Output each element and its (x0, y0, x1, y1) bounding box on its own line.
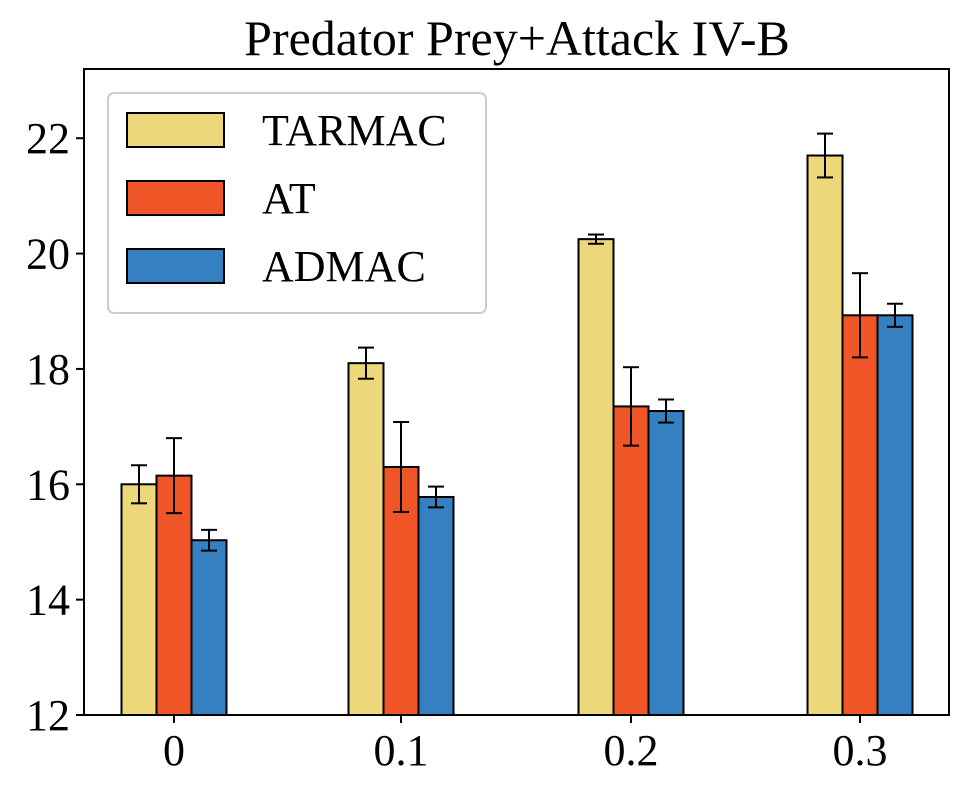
legend-swatch (126, 248, 225, 284)
x-tick-label: 0.1 (374, 726, 429, 775)
error-bar-admac-0 (201, 528, 217, 552)
y-tick-label: 14 (26, 576, 70, 625)
bar-tarmac-0 (120, 483, 158, 716)
x-tick-label: 0.3 (833, 726, 888, 775)
error-bar-admac-0.3 (887, 302, 903, 328)
x-tick-label: 0 (163, 726, 185, 775)
legend-label: TARMAC (262, 106, 447, 155)
legend-entry-tarmac: TARMAC (126, 106, 447, 155)
error-bar-at-0.2 (623, 366, 639, 447)
y-axis: 12 14 16 18 20 22 (26, 114, 84, 740)
error-bar-tarmac-0 (131, 464, 147, 505)
legend-label: ADMAC (262, 242, 426, 291)
error-bar-tarmac-0.2 (588, 233, 604, 245)
x-tick-label: 0.2 (604, 726, 659, 775)
bar-tarmac-0.3 (806, 154, 844, 716)
y-tick-label: 18 (26, 345, 70, 394)
error-bar-at-0.1 (393, 420, 409, 513)
error-bar-admac-0.2 (658, 398, 674, 424)
error-bar-admac-0.1 (428, 485, 444, 509)
y-tick-label: 22 (26, 114, 70, 163)
error-bar-at-0 (166, 437, 182, 515)
error-bars-group (131, 132, 903, 552)
chart-title: Predator Prey+Attack IV-B (244, 10, 790, 66)
legend-swatch (126, 180, 225, 216)
legend-label: AT (262, 174, 316, 223)
legend: TARMAC AT ADMAC (107, 92, 487, 314)
error-bar-tarmac-0.1 (358, 346, 374, 380)
bar-admac-0.2 (647, 410, 685, 716)
bar-tarmac-0.1 (347, 362, 385, 716)
bar-tarmac-0.2 (577, 238, 615, 716)
error-bar-tarmac-0.3 (817, 132, 833, 179)
bar-admac-0.1 (417, 495, 455, 716)
y-tick-label: 20 (26, 230, 70, 279)
bar-admac-0 (190, 539, 228, 717)
legend-swatch (126, 112, 225, 148)
legend-entry-at: AT (126, 174, 316, 223)
y-tick-label: 16 (26, 460, 70, 509)
y-tick-label: 12 (26, 691, 70, 740)
bar-at-0.2 (612, 405, 650, 716)
bar-admac-0.3 (876, 314, 914, 716)
error-bar-at-0.3 (852, 272, 868, 359)
bar-at-0.3 (841, 314, 879, 716)
plot-area-frame (83, 68, 950, 716)
x-axis: 0 0.1 0.2 0.3 (163, 715, 888, 775)
legend-entry-admac: ADMAC (126, 242, 426, 291)
